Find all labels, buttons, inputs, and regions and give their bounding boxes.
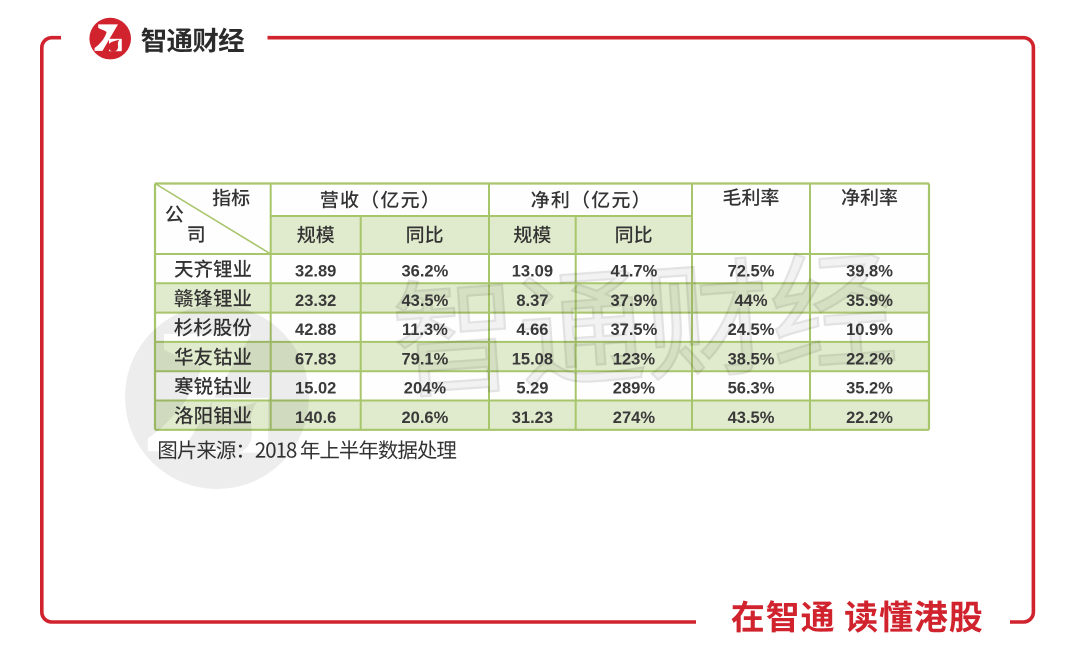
svg-text:20.6%: 20.6%	[402, 409, 449, 427]
svg-text:42.88: 42.88	[295, 321, 336, 339]
svg-text:31.23: 31.23	[512, 409, 553, 427]
svg-text:23.32: 23.32	[295, 292, 336, 310]
svg-text:274%: 274%	[613, 409, 656, 427]
svg-text:56.3%: 56.3%	[728, 380, 775, 398]
svg-text:36.2%: 36.2%	[402, 262, 449, 280]
svg-text:5.29: 5.29	[516, 380, 548, 398]
svg-text:13.09: 13.09	[512, 262, 553, 280]
svg-text:72.5%: 72.5%	[728, 262, 775, 280]
svg-text:35.2%: 35.2%	[846, 380, 893, 398]
svg-text:67.83: 67.83	[295, 350, 336, 368]
svg-text:22.2%: 22.2%	[846, 409, 893, 427]
svg-text:43.5%: 43.5%	[728, 409, 775, 427]
svg-text:32.89: 32.89	[295, 262, 336, 280]
svg-text:289%: 289%	[613, 380, 656, 398]
